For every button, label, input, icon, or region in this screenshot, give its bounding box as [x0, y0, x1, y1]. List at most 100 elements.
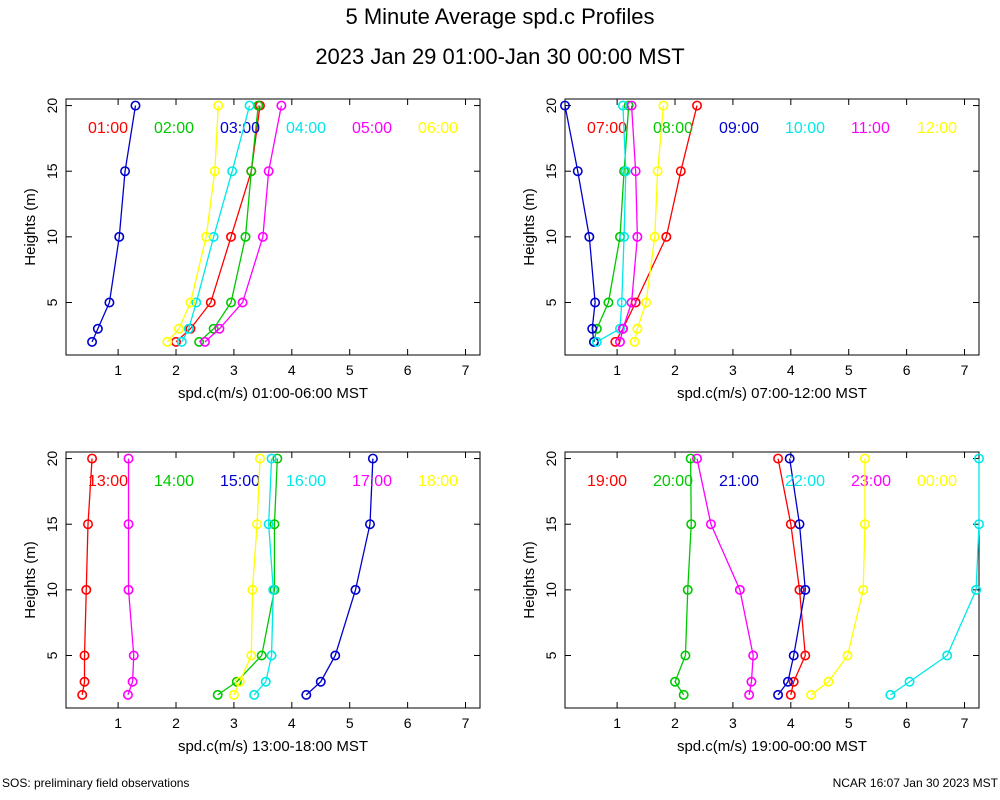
- series-1000: [591, 100, 631, 347]
- y-tick-label: 15: [543, 163, 559, 179]
- data-point: [162, 336, 173, 347]
- x-tick-label: 6: [404, 362, 412, 378]
- data-point: [632, 231, 643, 242]
- series-line: [91, 105, 137, 343]
- series-line: [127, 458, 135, 696]
- data-point: [734, 584, 745, 595]
- data-point: [572, 166, 583, 177]
- data-point: [686, 519, 697, 530]
- data-point: [973, 453, 984, 464]
- plot-frame: [65, 451, 481, 709]
- series-line: [777, 458, 806, 696]
- data-point: [559, 100, 570, 111]
- data-point: [209, 166, 220, 177]
- plot-frame: [564, 451, 980, 709]
- data-point: [744, 689, 755, 700]
- series-line: [810, 458, 866, 696]
- x-tick-label: 3: [729, 715, 737, 731]
- legend-entry: 07:00: [587, 120, 627, 137]
- series-line: [198, 105, 259, 343]
- legend-entry: 06:00: [418, 120, 458, 137]
- data-point: [92, 323, 103, 334]
- x-axis-label: spd.c(m/s) 07:00-12:00 MST: [677, 385, 867, 402]
- y-tick-label: 20: [543, 451, 559, 467]
- data-point: [257, 231, 268, 242]
- series-1400: [212, 453, 283, 700]
- data-point: [942, 650, 953, 661]
- data-point: [692, 100, 703, 111]
- x-tick-label: 3: [230, 362, 238, 378]
- data-point: [670, 676, 681, 687]
- legend-entry: 11:00: [851, 120, 890, 137]
- x-tick-label: 6: [903, 362, 911, 378]
- data-point: [678, 689, 689, 700]
- y-tick-label: 15: [44, 163, 60, 179]
- data-point: [194, 336, 205, 347]
- data-point: [617, 323, 628, 334]
- legend-entry: 01:00: [88, 120, 128, 137]
- data-point: [630, 166, 641, 177]
- series-1800: [228, 453, 265, 700]
- plot-frame: [564, 98, 980, 356]
- x-tick-label: 5: [845, 362, 853, 378]
- data-point: [77, 689, 88, 700]
- data-point: [748, 650, 759, 661]
- data-point: [228, 689, 239, 700]
- data-point: [247, 584, 258, 595]
- data-point: [201, 231, 212, 242]
- data-point: [623, 100, 634, 111]
- data-point: [649, 231, 660, 242]
- data-point: [266, 650, 277, 661]
- x-tick-label: 7: [462, 362, 470, 378]
- panel-2: 1 2 3 4 5 6 7 5 10 15 20 spd.c(m/s) 07:00-12:00 MST…: [521, 98, 980, 402]
- data-point: [231, 676, 242, 687]
- x-axis-label: spd.c(m/s) 13:00-18:00 MST: [178, 738, 368, 755]
- data-point: [87, 453, 98, 464]
- y-tick-label: 20: [44, 98, 60, 114]
- data-point: [191, 297, 202, 308]
- data-point: [591, 336, 602, 347]
- series-0500: [199, 100, 287, 347]
- data-point: [629, 336, 640, 347]
- series-line: [217, 458, 278, 696]
- data-point: [301, 689, 312, 700]
- x-tick-label: 1: [613, 715, 621, 731]
- data-point: [123, 519, 134, 530]
- series-1200: [629, 100, 669, 347]
- data-point: [263, 166, 274, 177]
- legend-entry: 10:00: [785, 120, 825, 137]
- data-point: [680, 650, 691, 661]
- legend-entry: 03:00: [220, 120, 260, 137]
- panel-1: 1 2 3 4 5 6 7 5 10 15 20 spd.c(m/s) 01:00-06:00 MST…: [22, 98, 481, 402]
- data-point: [842, 650, 853, 661]
- x-axis-label: spd.c(m/s) 01:00-06:00 MST: [178, 385, 368, 402]
- data-point: [658, 100, 669, 111]
- data-point: [788, 650, 799, 661]
- legend-entry: 17:00: [352, 473, 392, 490]
- data-point: [661, 231, 672, 242]
- legend-entry: 15:00: [220, 473, 260, 490]
- series-line: [204, 105, 283, 343]
- series-2000: [670, 453, 697, 700]
- x-tick-label: 3: [729, 362, 737, 378]
- data-point: [173, 323, 184, 334]
- data-point: [237, 297, 248, 308]
- x-tick-label: 2: [172, 362, 180, 378]
- data-point: [234, 676, 245, 687]
- data-point: [246, 650, 257, 661]
- data-point: [904, 676, 915, 687]
- data-point: [784, 453, 795, 464]
- data-point: [794, 519, 805, 530]
- data-point: [114, 231, 125, 242]
- series-0900: [559, 100, 601, 347]
- data-point: [788, 676, 799, 687]
- y-tick-label: 10: [44, 582, 60, 598]
- x-tick-label: 6: [404, 715, 412, 731]
- data-point: [746, 676, 757, 687]
- y-tick-label: 20: [44, 451, 60, 467]
- data-point: [367, 453, 378, 464]
- x-tick-label: 7: [961, 715, 969, 731]
- x-tick-label: 2: [671, 362, 679, 378]
- data-point: [249, 689, 260, 700]
- data-point: [130, 100, 141, 111]
